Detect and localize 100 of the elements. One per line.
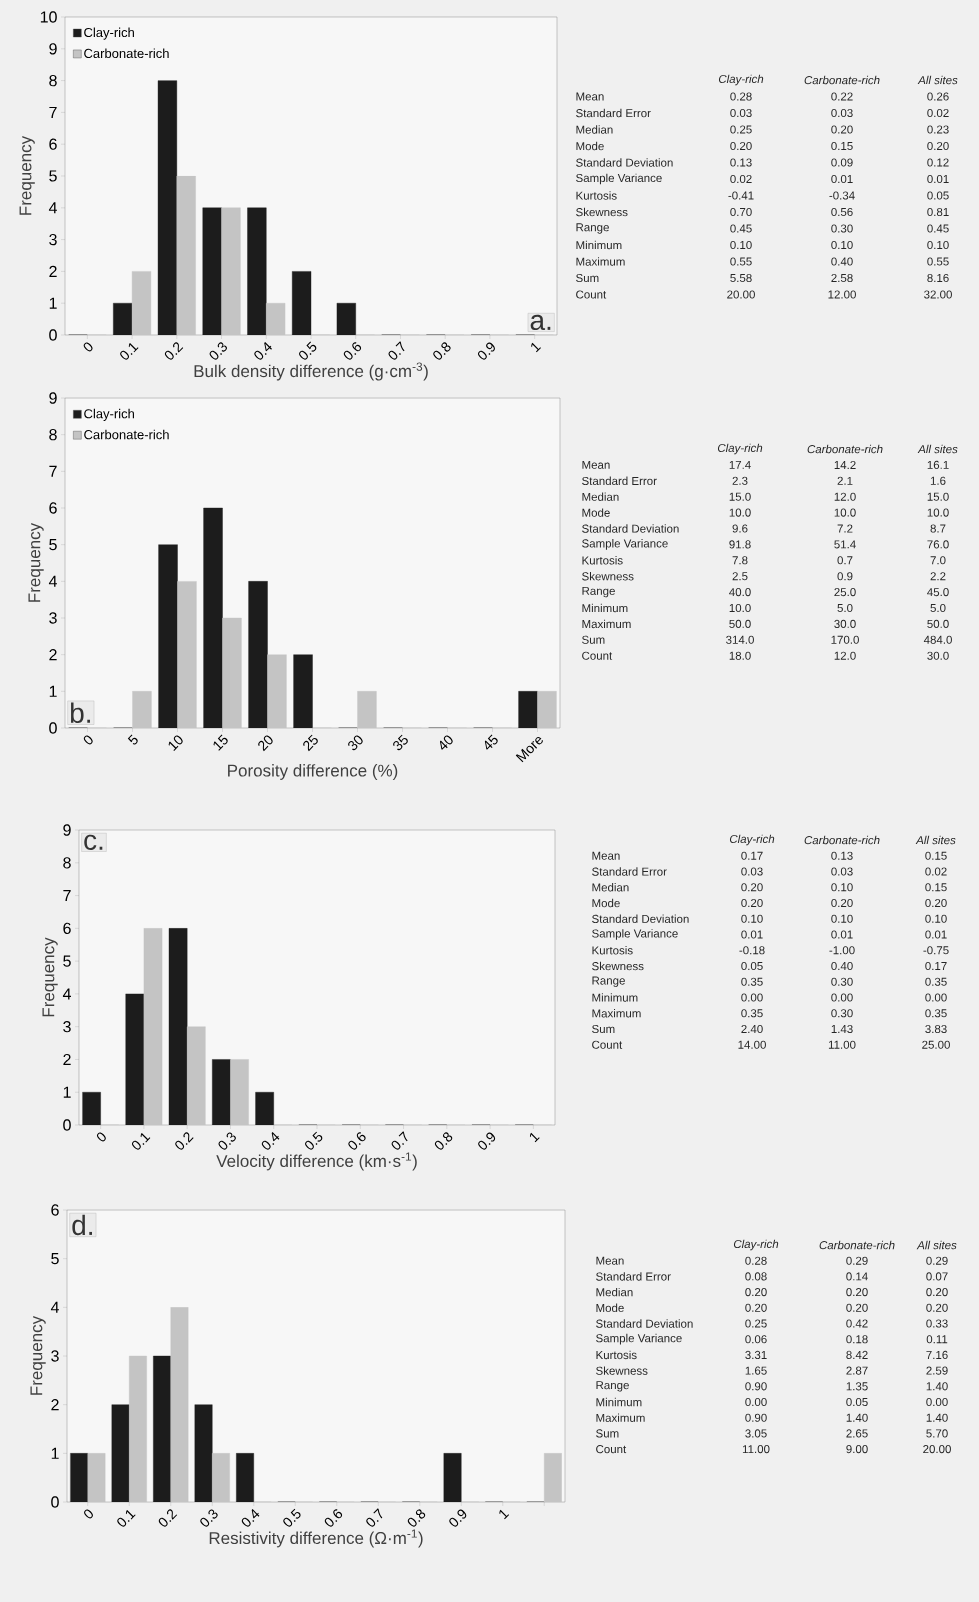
- text: 12.0: [834, 492, 856, 501]
- x-tick-label: 1: [499, 1509, 510, 1520]
- text: 45.0: [927, 588, 949, 597]
- text: 0.9: [837, 572, 853, 581]
- x-tick-label: 45: [484, 734, 498, 750]
- text: 8.16: [927, 273, 949, 283]
- category-label: Range: [592, 976, 625, 987]
- text: 0.23: [927, 125, 949, 134]
- text: 0.90: [745, 1382, 767, 1391]
- text: 0.02: [925, 867, 947, 876]
- category-label: All sites: [917, 444, 958, 454]
- x-tick-label: 0.9: [477, 342, 495, 360]
- text: 0.06: [745, 1335, 767, 1344]
- y-tick-label: 0: [49, 722, 57, 734]
- y-tick-label: 7: [63, 890, 71, 902]
- y-tick-label: 3: [63, 1021, 71, 1033]
- text: 10.0: [729, 603, 751, 613]
- text: 0.45: [927, 224, 949, 233]
- y-tick-label: 0: [49, 329, 57, 341]
- x-tick-label: 0.2: [164, 342, 184, 360]
- category-label: Maximum: [582, 619, 631, 629]
- x-axis-title: Porosity difference (%): [228, 764, 398, 780]
- text: 0.00: [741, 993, 763, 1002]
- legend-label: Clay-rich: [84, 27, 134, 40]
- text: 0.13: [831, 851, 853, 860]
- y-tick-label: 1: [49, 297, 57, 309]
- x-tick-label: 0.7: [366, 1508, 383, 1527]
- text: 0.26: [927, 92, 949, 101]
- text: 2.3: [732, 476, 748, 485]
- y-tick-label: 1: [49, 685, 57, 697]
- text: 0.10: [831, 240, 853, 250]
- x-tick-label: 40: [439, 735, 453, 750]
- category-label: Standard Deviation: [582, 524, 679, 533]
- y-tick-label: 8: [49, 429, 57, 441]
- category-label: Range: [582, 586, 615, 598]
- category-label: Kurtosis: [582, 556, 623, 565]
- text: 0.20: [741, 883, 763, 892]
- category-label: Minimum: [582, 603, 628, 613]
- category-label: Carbonate-rich: [804, 835, 880, 845]
- y-axis-title: Frequency: [30, 1315, 46, 1395]
- x-tick-label: 0.5: [305, 1131, 323, 1150]
- text: 11.00: [828, 1040, 856, 1049]
- text: 76.0: [927, 540, 949, 549]
- text: 0.35: [741, 977, 763, 986]
- category-label: Skewness: [592, 961, 644, 971]
- text: 3.83: [925, 1024, 947, 1034]
- category-label: Sample Variance: [576, 173, 662, 185]
- category-label: Mode: [582, 508, 610, 517]
- text: 50.0: [927, 619, 949, 628]
- text: 0.35: [925, 1009, 947, 1018]
- x-tick-label: 10: [168, 735, 183, 751]
- text: 170.0: [831, 635, 859, 644]
- x-axis-title: Velocity difference (km·s$^{-1}$): [216, 1152, 417, 1171]
- text: 10.0: [834, 508, 856, 517]
- category-label: Range: [576, 223, 609, 234]
- text: 0.55: [927, 257, 949, 266]
- category-label: Clay-rich: [729, 834, 775, 846]
- text: 0.40: [831, 961, 853, 971]
- y-tick-label: 4: [50, 1301, 59, 1313]
- text: 0.00: [745, 1397, 767, 1407]
- text: 0.29: [926, 1256, 948, 1265]
- text: 0.15: [925, 851, 947, 860]
- text: 0.02: [927, 108, 949, 118]
- x-tick-label: 0.8: [407, 1509, 426, 1527]
- text: 0.42: [846, 1319, 868, 1328]
- category-label: Mode: [576, 141, 604, 151]
- text: 7.2: [837, 524, 853, 533]
- text: 5.0: [930, 603, 946, 613]
- category-label: Sum: [592, 1024, 615, 1034]
- text: 0.35: [741, 1009, 763, 1018]
- text: 0.25: [730, 125, 752, 134]
- text: 0.13: [730, 158, 752, 167]
- text: 0.90: [745, 1413, 767, 1422]
- text: 0.28: [745, 1256, 767, 1265]
- text: 51.4: [834, 540, 856, 549]
- text: 50.0: [729, 619, 751, 628]
- text: 0.20: [926, 1288, 948, 1297]
- x-tick-label: 0.3: [218, 1132, 236, 1150]
- text: 0.11: [926, 1335, 948, 1344]
- category-label: Maximum: [592, 1009, 641, 1018]
- x-tick-label: 0.2: [175, 1132, 194, 1150]
- category-label: Median: [582, 492, 619, 501]
- text: 1.35: [846, 1382, 868, 1391]
- category-label: Count: [576, 290, 607, 299]
- text: 0.10: [730, 240, 752, 250]
- x-axis-title: Resistivity difference (Ω·m$^{-1}$): [209, 1529, 423, 1548]
- text: 14.2: [834, 460, 856, 469]
- y-tick-label: 1: [63, 1086, 71, 1098]
- text: -1.00: [829, 946, 855, 955]
- category-label: Clay-rich: [717, 443, 763, 455]
- y-tick-label: 4: [48, 202, 57, 214]
- category-label: Minimum: [592, 993, 638, 1002]
- text: 0.00: [831, 993, 853, 1002]
- x-tick-label: 0.9: [449, 1509, 467, 1527]
- category-label: Mean: [596, 1256, 624, 1265]
- x-tick-label: 0.4: [241, 1509, 260, 1527]
- y-tick-label: 5: [49, 170, 57, 182]
- x-tick-label: 0.4: [254, 342, 272, 360]
- text: 0.20: [846, 1288, 868, 1297]
- text: 0.20: [926, 1303, 948, 1312]
